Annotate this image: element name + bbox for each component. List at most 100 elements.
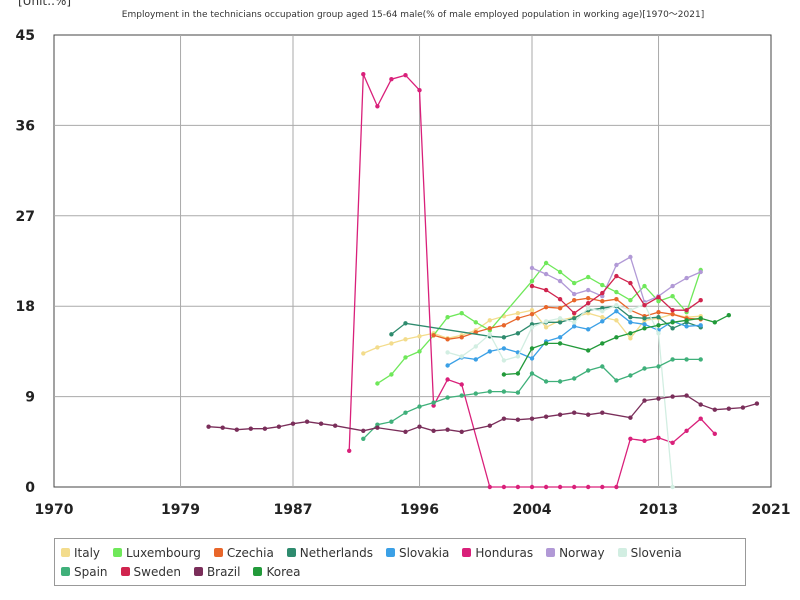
series-line-korea [503,314,730,376]
data-point-brazil [572,410,577,415]
data-point-slovenia [487,332,492,337]
data-point-brazil [684,393,689,398]
data-point-czechia [543,305,549,310]
data-point-sweden [543,287,549,293]
data-point-italy [389,341,394,346]
data-point-norway [557,278,563,284]
data-point-brazil [656,396,661,401]
data-point-slovenia [628,308,633,313]
x-tick-label: 2004 [513,502,552,518]
data-point-honduras [347,448,352,453]
data-point-honduras [529,484,535,490]
legend-item-brazil[interactable]: Brazil [193,562,240,581]
legend-item-slovenia[interactable]: Slovenia [617,543,682,562]
data-point-korea [684,318,689,323]
legend-item-korea[interactable]: Korea [253,562,300,581]
legend-item-honduras[interactable]: Honduras [462,543,533,562]
data-point-czechia [501,323,507,328]
data-point-brazil [557,412,563,417]
legend-swatch [546,548,556,557]
legend-item-netherlands[interactable]: Netherlands [286,543,373,562]
data-point-italy [361,351,366,356]
data-point-czechia [572,298,577,303]
data-point-brazil [220,425,225,430]
data-point-honduras [459,382,464,387]
y-tick-label: 27 [16,209,35,225]
plot-frame [53,34,772,488]
data-point-korea [529,346,535,351]
legend-label: Sweden [133,564,181,579]
data-point-luxembourg [375,381,380,386]
legend-swatch [213,548,223,557]
legend-item-czechia[interactable]: Czechia [213,543,274,562]
data-point-korea [698,316,703,321]
data-point-luxembourg [417,349,422,354]
data-point-korea [642,326,647,331]
data-point-slovenia [572,320,577,325]
data-point-korea [712,320,717,325]
data-point-honduras [403,73,408,78]
data-point-spain [656,364,661,369]
data-point-czechia [656,310,661,315]
data-point-spain [529,371,535,376]
data-point-luxembourg [389,372,394,377]
legend-swatch [193,567,203,576]
chart-title: Employment in the technicians occupation… [121,10,705,20]
data-point-brazil [431,428,436,433]
data-point-netherlands [642,316,647,321]
data-point-norway [572,291,577,297]
data-point-luxembourg [543,260,549,266]
data-point-netherlands [557,320,563,325]
data-point-czechia [586,296,591,301]
data-point-honduras [684,428,689,433]
legend-item-luxembourg[interactable]: Luxembourg [113,543,201,562]
data-point-netherlands [670,326,675,331]
legend-item-slovakia[interactable]: Slovakia [385,543,449,562]
data-point-czechia [487,326,492,331]
data-point-spain [586,368,591,373]
data-point-sweden [600,290,605,296]
data-point-italy [600,315,605,320]
data-point-slovenia [670,484,675,490]
data-point-brazil [642,398,647,403]
data-point-brazil [698,402,703,407]
data-point-luxembourg [445,315,450,320]
data-point-luxembourg [642,283,647,289]
data-point-norway [670,283,675,289]
legend-item-spain[interactable]: Spain [61,562,108,581]
data-point-brazil [417,424,422,429]
series-line-honduras [348,73,716,488]
legend-item-norway[interactable]: Norway [546,543,605,562]
legend-item-italy[interactable]: Italy [61,543,100,562]
data-point-spain [557,379,563,384]
data-point-spain [600,364,605,369]
data-point-spain [431,400,436,405]
data-point-italy [515,311,521,316]
data-point-brazil [487,423,492,428]
series-line-brazil [208,394,758,433]
data-point-slovenia [557,316,563,321]
data-point-slovakia [487,349,492,354]
data-point-brazil [529,416,535,421]
data-point-italy [417,334,422,339]
data-point-honduras [417,88,422,93]
data-point-spain [628,373,633,378]
data-point-slovenia [515,354,521,359]
data-point-luxembourg [670,294,675,299]
legend-item-sweden[interactable]: Sweden [120,562,181,581]
data-point-luxembourg [614,289,619,295]
legend-label: Spain [74,564,108,579]
data-point-norway [586,287,591,293]
series-line-luxembourg [377,262,702,385]
data-point-netherlands [515,331,521,336]
data-point-luxembourg [403,355,408,360]
legend-swatch [61,567,70,576]
data-point-slovakia [572,324,577,329]
data-point-brazil [248,426,253,431]
legend-swatch [61,548,70,557]
data-point-brazil [262,426,268,431]
data-point-honduras [572,484,577,490]
data-point-czechia [557,306,563,311]
data-point-czechia [431,333,436,338]
